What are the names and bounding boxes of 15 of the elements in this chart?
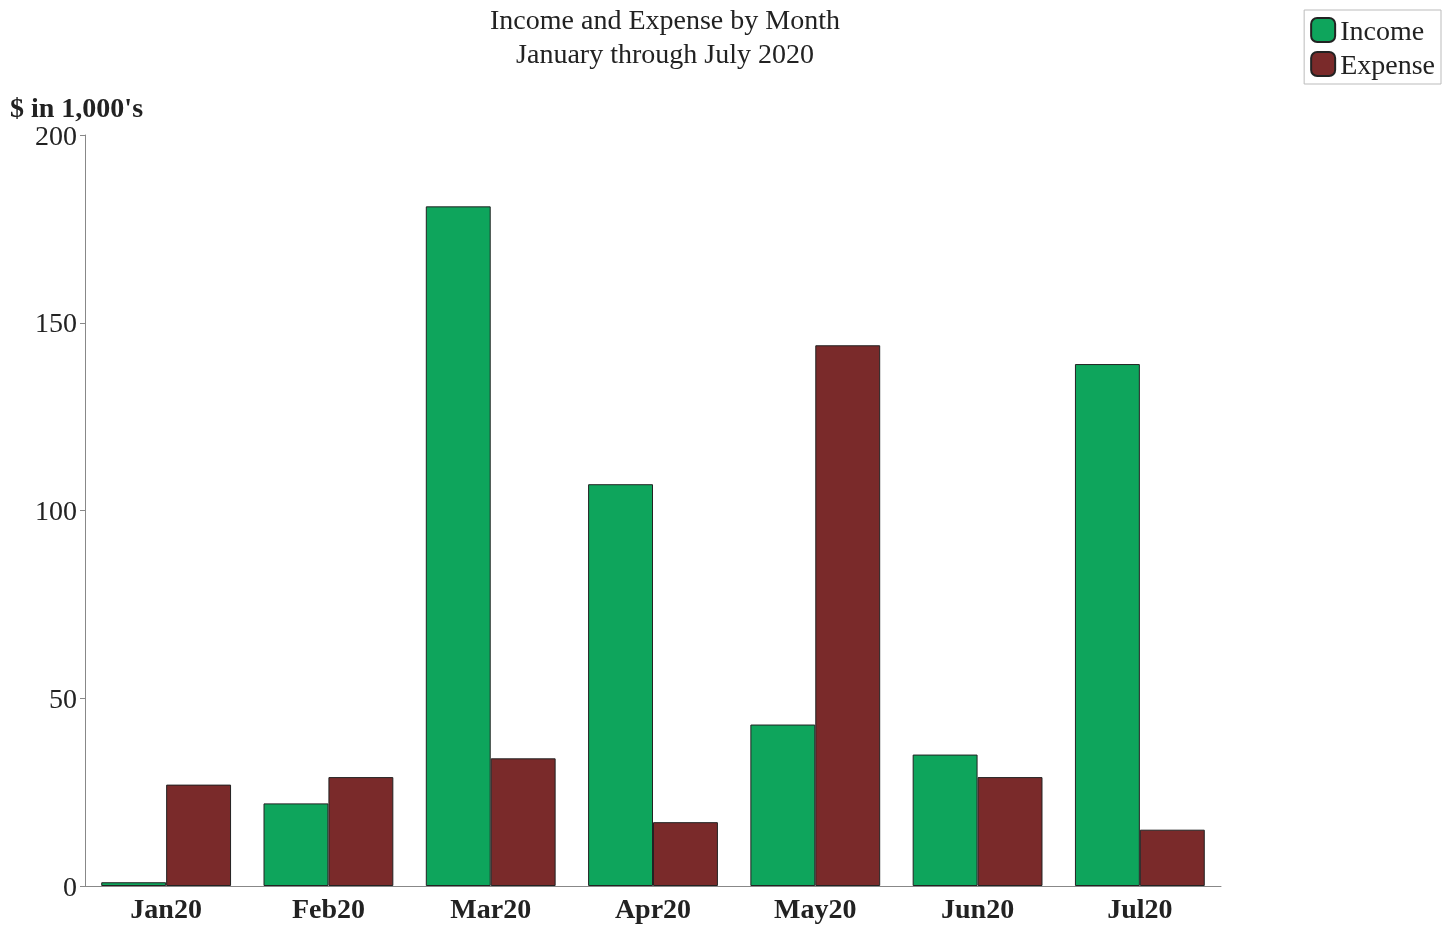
x-tick-label: Mar20	[450, 892, 532, 924]
x-tick-label: Apr20	[614, 892, 692, 924]
y-tick-label: 0	[63, 870, 77, 902]
legend-label: Income	[1340, 14, 1425, 46]
y-tick-label: 150	[35, 307, 77, 339]
y-tick-label: 50	[49, 682, 77, 714]
chart-subtitle: January through July 2020	[516, 37, 814, 69]
y-tick-label: 100	[35, 495, 77, 526]
x-tick-label: May20	[774, 892, 857, 924]
x-tick-label: Jan20	[130, 892, 202, 924]
x-tick-label: Jun20	[940, 892, 1015, 924]
x-tick-label: Jul20	[1107, 892, 1173, 924]
legend-label: Expense	[1340, 48, 1435, 80]
x-tick-label: Feb20	[291, 892, 365, 924]
chart-title: Income and Expense by Month	[490, 3, 840, 35]
